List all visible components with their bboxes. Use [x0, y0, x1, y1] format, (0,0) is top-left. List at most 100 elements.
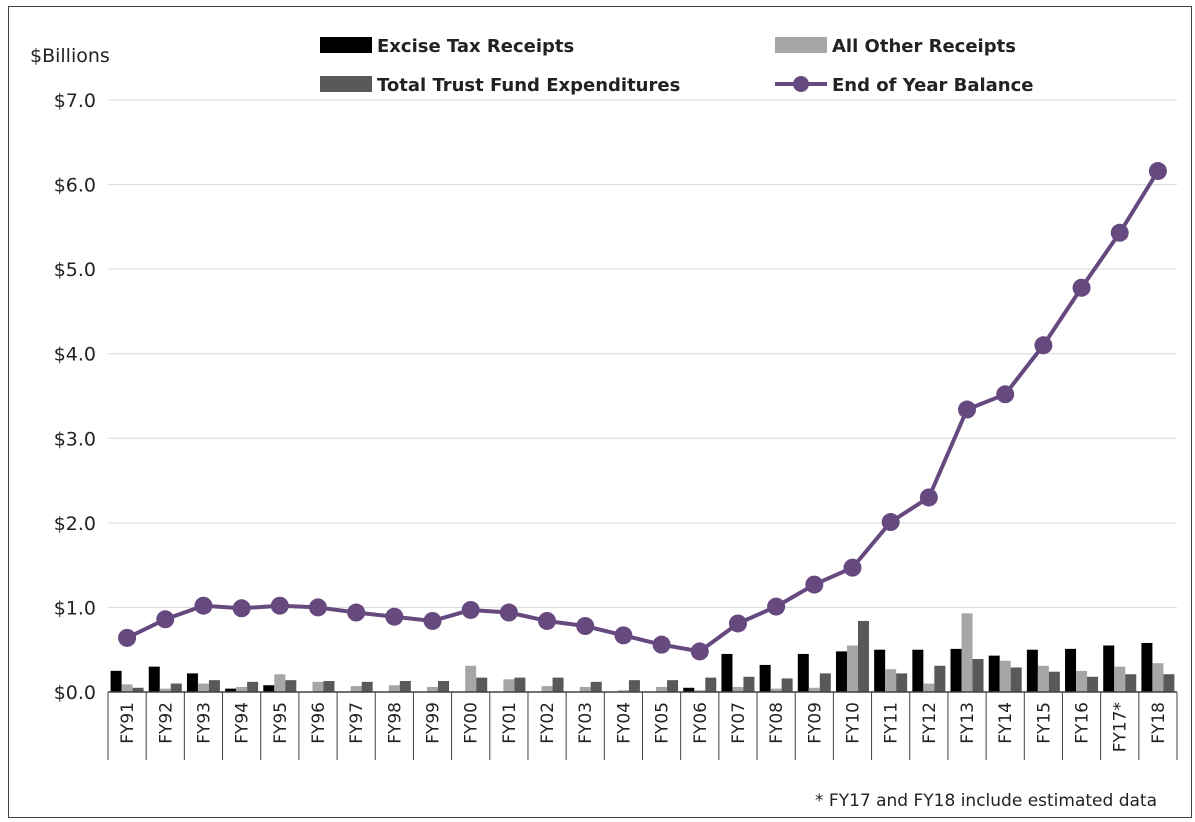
balance-marker — [1110, 223, 1129, 242]
balance-marker — [576, 617, 595, 636]
balance-marker — [1072, 278, 1091, 297]
balance-marker — [690, 642, 709, 661]
bar — [835, 651, 847, 692]
bar — [465, 665, 477, 692]
balance-marker — [118, 628, 137, 647]
bar — [972, 659, 984, 692]
legend-swatch-expenditures — [320, 76, 372, 92]
legend-item-other: All Other Receipts — [775, 36, 1016, 57]
balance-marker — [614, 626, 633, 645]
x-tick-label: FY06 — [691, 702, 711, 744]
bar — [923, 683, 935, 692]
bar — [361, 681, 373, 692]
bar — [950, 648, 962, 692]
bar — [1048, 671, 1060, 692]
legend-item-excise: Excise Tax Receipts — [320, 36, 574, 57]
bar — [110, 670, 122, 692]
y-tick-label: $6.0 — [54, 175, 96, 197]
bar — [694, 690, 706, 692]
bar — [236, 686, 248, 692]
legend-label-other: All Other Receipts — [832, 36, 1016, 57]
x-tick-label: FY16 — [1073, 702, 1093, 744]
legend-swatch-balance-marker — [793, 76, 809, 92]
y-axis-ticks: $0.0 $1.0 $2.0 $3.0 $4.0 $5.0 $6.0 $7.0 — [54, 90, 96, 704]
bar — [388, 685, 400, 692]
bar — [667, 680, 679, 692]
balance-marker — [996, 385, 1015, 404]
x-tick-label: FY18 — [1149, 702, 1169, 744]
x-tick-label: FY99 — [424, 702, 444, 744]
bar — [350, 686, 362, 692]
bar — [132, 687, 144, 692]
x-axis — [107, 691, 1178, 760]
x-tick-label: FY94 — [233, 702, 253, 744]
balance-marker — [385, 607, 404, 626]
bar — [1125, 674, 1137, 692]
bar — [846, 645, 858, 692]
legend-label-excise: Excise Tax Receipts — [377, 36, 574, 57]
x-tick-label: FY12 — [920, 702, 940, 744]
bar — [274, 674, 286, 692]
bar — [732, 686, 744, 692]
x-tick-label: FY08 — [767, 702, 787, 744]
bar — [323, 681, 335, 692]
balance-marker — [805, 575, 824, 594]
x-tick-label: FY97 — [347, 702, 367, 744]
balance-marker — [1034, 336, 1053, 355]
bar — [148, 666, 160, 692]
balance-marker — [232, 599, 251, 618]
bar — [896, 673, 908, 692]
y-tick-label: $1.0 — [54, 597, 96, 619]
bar — [988, 655, 1000, 692]
legend-swatch-other — [775, 37, 827, 53]
bar — [427, 686, 439, 692]
bar — [1026, 649, 1038, 692]
x-tick-label: FY05 — [653, 702, 673, 744]
y-tick-label: $3.0 — [54, 428, 96, 450]
y-tick-label: $4.0 — [54, 344, 96, 366]
gridlines — [108, 99, 1177, 608]
bar — [1114, 666, 1126, 692]
x-tick-label: FY95 — [271, 702, 291, 744]
x-tick-label: FY04 — [614, 702, 634, 744]
x-tick-label: FY11 — [882, 702, 902, 744]
balance-marker — [728, 614, 747, 633]
y-tick-label: $5.0 — [54, 259, 96, 281]
bar — [1065, 648, 1077, 692]
balance-marker — [958, 400, 977, 419]
balance-marker — [270, 596, 289, 615]
bar — [770, 688, 782, 692]
x-tick-label: FY92 — [156, 702, 176, 744]
bar — [1010, 667, 1022, 692]
legend-item-expenditures: Total Trust Fund Expenditures — [320, 75, 680, 96]
bar — [503, 679, 515, 692]
bar — [121, 684, 133, 692]
bar — [514, 677, 526, 692]
x-tick-label: FY03 — [576, 702, 596, 744]
bar — [656, 686, 668, 692]
balance-line — [126, 169, 1160, 654]
legend-item-balance: End of Year Balance — [775, 75, 1033, 96]
bar — [628, 680, 640, 692]
bar — [721, 653, 733, 692]
bar — [819, 673, 831, 692]
balance-marker — [538, 611, 557, 630]
y-tick-label: $0.0 — [54, 682, 96, 704]
bar — [590, 681, 602, 692]
x-tick-label: FY01 — [500, 702, 520, 744]
y-axis-unit-label: $Billions — [30, 45, 110, 67]
bar — [705, 677, 717, 692]
bar — [186, 673, 198, 692]
bar — [617, 690, 629, 692]
x-tick-label: FY02 — [538, 702, 558, 744]
balance-marker — [1148, 162, 1167, 181]
bar — [1037, 665, 1049, 692]
balance-marker — [308, 598, 327, 617]
bar — [912, 649, 924, 692]
balance-marker — [423, 611, 442, 630]
legend-label-balance: End of Year Balance — [832, 75, 1033, 96]
balance-marker — [843, 558, 862, 577]
bar — [438, 681, 450, 692]
balance-line-series — [118, 162, 1167, 661]
balance-marker — [881, 513, 900, 532]
